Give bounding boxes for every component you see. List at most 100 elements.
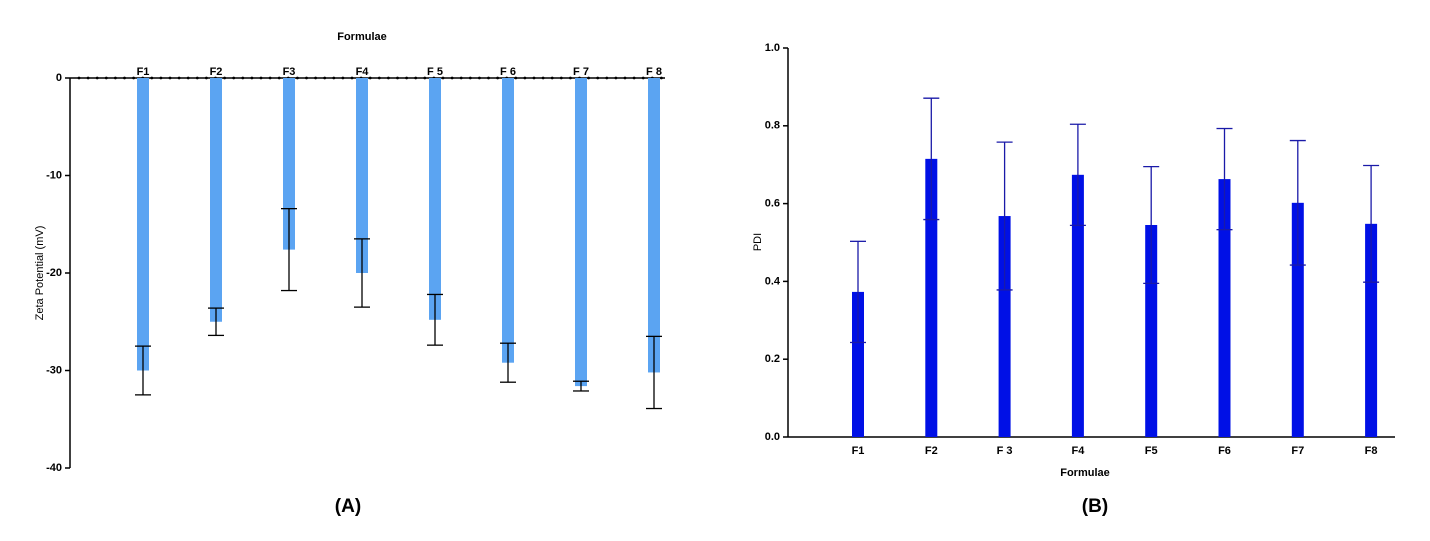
bar (1365, 223, 1378, 437)
x-tick-label: F5 (1145, 445, 1158, 457)
caption: (A) (335, 496, 361, 517)
axis-dot (104, 76, 108, 80)
error-bar (850, 240, 866, 344)
axis-dot (241, 76, 245, 80)
error-bar (208, 307, 224, 337)
axis-dot (277, 76, 281, 80)
x-tick-label: F6 (1218, 445, 1231, 457)
x-tick-label: F 8 (646, 66, 662, 78)
axis-dot (632, 76, 636, 80)
axis-dot (323, 76, 327, 80)
error-bar (427, 293, 443, 346)
x-tick-label: F 6 (500, 66, 516, 78)
axis-dot (569, 76, 572, 80)
x-tick-label: F2 (210, 66, 223, 78)
x-tick-label: F1 (137, 66, 150, 78)
axis-dot (414, 76, 418, 80)
axis-dot (523, 76, 527, 80)
axis-dot (195, 76, 199, 80)
axis-dot (396, 76, 399, 80)
axis-dot (559, 76, 563, 80)
y-axis-label: PDI (752, 233, 764, 251)
y-tick-label: 0.2 (765, 353, 780, 365)
error-bar (1289, 139, 1306, 266)
caption: (B) (1082, 496, 1108, 517)
axis-dot (496, 76, 499, 80)
axis-dot (423, 76, 427, 80)
y-tick-label: 0 (56, 72, 62, 84)
axis-dot (377, 76, 381, 80)
error-bar (923, 97, 940, 221)
error-bar (354, 238, 370, 308)
axis-dot (250, 76, 254, 80)
y-tick-label: -30 (46, 364, 62, 376)
axis-dot (641, 76, 645, 80)
x-tick-label: F4 (356, 66, 370, 78)
bar (429, 78, 441, 320)
y-tick-label: 0.4 (765, 275, 781, 287)
axis-dot (341, 76, 345, 80)
axis-dot (387, 76, 390, 80)
bar (648, 78, 660, 373)
axis-dot (532, 76, 536, 80)
axis-dot (350, 76, 354, 80)
bar (1145, 224, 1158, 437)
axis-dot (205, 76, 208, 80)
error-bar (1216, 127, 1233, 231)
axis-dot (177, 76, 181, 80)
axis-dot (305, 76, 308, 80)
axis-dot (587, 76, 590, 80)
axis-dot (268, 76, 272, 80)
bar (1218, 179, 1231, 437)
axis-dot (368, 76, 372, 80)
y-tick-label: -40 (46, 462, 62, 474)
x-tick-label: F4 (1071, 445, 1085, 457)
bar (575, 78, 587, 387)
axis-dot (332, 76, 336, 80)
axis-dot (296, 76, 299, 80)
x-tick-label: F3 (283, 66, 296, 78)
error-bar (1363, 164, 1380, 283)
error-bar (1069, 123, 1086, 227)
bar (1071, 174, 1084, 437)
axis-dot (259, 76, 263, 80)
axis-dot (478, 76, 481, 80)
axis-dot (441, 76, 445, 80)
bar (925, 158, 938, 438)
axis-dot (168, 76, 172, 80)
bar (502, 78, 514, 363)
bar (283, 78, 295, 250)
axis-dot (77, 76, 81, 80)
bar (998, 216, 1011, 437)
axis-dot (487, 76, 490, 80)
error-bar (281, 207, 297, 292)
error-bar (573, 380, 589, 392)
axis-dot (150, 76, 154, 80)
bar (210, 78, 222, 322)
axis-dot (468, 76, 472, 80)
error-bar (646, 335, 662, 410)
x-tick-label: F 5 (427, 66, 443, 78)
x-tick-label: F1 (852, 445, 865, 457)
error-bar (500, 342, 516, 383)
axis-dot (232, 76, 236, 80)
axis-dot (114, 76, 117, 80)
error-bar (1143, 165, 1160, 284)
axis-dot (614, 76, 618, 80)
axis-dot (132, 76, 136, 80)
y-tick-label: 1.0 (765, 42, 780, 54)
error-bar (135, 345, 151, 396)
y-axis-label: Zeta Potential (mV) (34, 226, 46, 321)
x-tick-label: F 7 (573, 66, 589, 78)
bar (356, 78, 368, 273)
bar (1291, 202, 1304, 437)
axis-dot (186, 76, 190, 80)
axis-dot (541, 76, 545, 80)
axis-dot (159, 76, 163, 80)
y-tick-label: -10 (46, 169, 62, 181)
bar (137, 78, 149, 371)
axis-dot (605, 76, 609, 80)
x-tick-label: F8 (1365, 445, 1378, 457)
axis-dot (459, 76, 463, 80)
